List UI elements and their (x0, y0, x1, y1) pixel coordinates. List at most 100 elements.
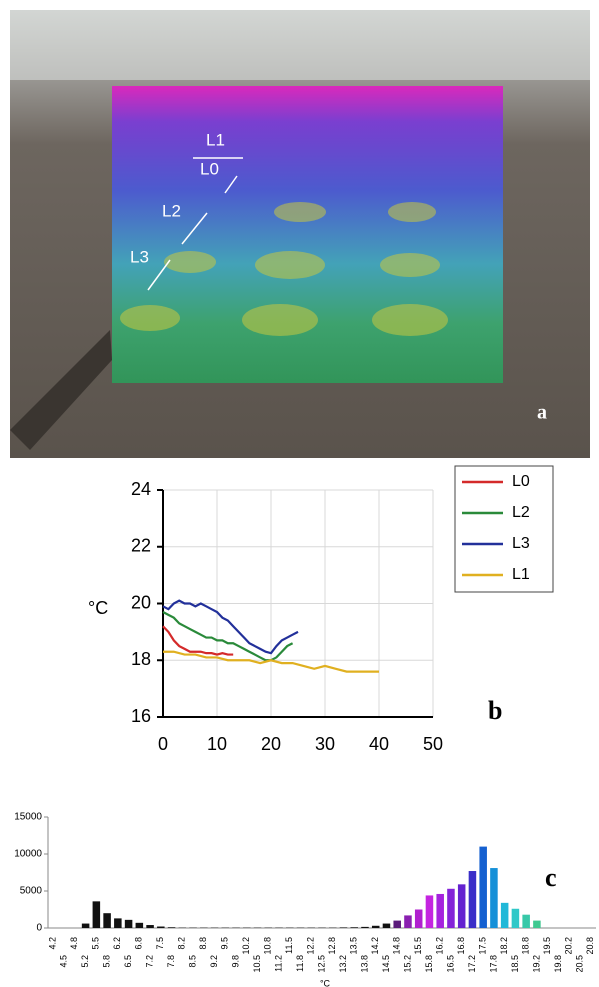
y-tick-label: 20 (131, 592, 151, 612)
x-tick-label: 40 (369, 734, 389, 754)
x-tick-label: 15.5 (413, 937, 423, 955)
x-tick-label: 13.8 (359, 955, 369, 973)
y-axis-label: °C (88, 598, 108, 618)
profile-label: L3 (130, 247, 149, 266)
bar (447, 888, 455, 928)
x-tick-label: 9.2 (209, 955, 219, 968)
x-tick-label: 10.2 (241, 937, 251, 955)
x-tick-label: 15.8 (424, 955, 434, 973)
bar (361, 926, 369, 928)
panel-label: b (488, 696, 502, 725)
bar (92, 901, 101, 928)
x-tick-label: 20 (261, 734, 281, 754)
y-tick-label: 24 (131, 479, 151, 499)
x-tick-label: 14.8 (392, 937, 402, 955)
x-tick-label: 30 (315, 734, 335, 754)
y-tick-label: 10000 (14, 849, 42, 860)
y-tick-label: 0 (36, 923, 42, 934)
x-tick-label: 20.5 (574, 955, 584, 973)
x-tick-label: 10 (207, 734, 227, 754)
x-tick-label: 19.2 (531, 955, 541, 973)
x-tick-label: 19.8 (553, 955, 563, 973)
x-tick-label: 17.2 (467, 955, 477, 973)
panel-label: a (537, 402, 547, 424)
x-tick-label: 12.8 (327, 937, 337, 955)
x-tick-label: 6.5 (123, 955, 133, 968)
x-tick-label: 20.2 (564, 937, 574, 955)
legend-label: L1 (512, 566, 530, 583)
x-tick-label: 16.2 (435, 937, 445, 955)
x-tick-label: 7.8 (166, 955, 176, 968)
bar (81, 923, 90, 928)
legend-label: L0 (512, 473, 530, 490)
x-tick-label: 9.5 (220, 937, 230, 950)
bar (350, 927, 358, 928)
legend-box (454, 465, 554, 593)
profile-label: L0 (200, 159, 219, 178)
x-tick-label: 11.5 (284, 937, 294, 954)
x-tick-label: 19.5 (542, 937, 552, 955)
bar (468, 871, 477, 928)
profile-label: L2 (162, 201, 181, 220)
x-tick-label: 16.5 (445, 955, 455, 973)
x-tick-label: 18.5 (510, 955, 520, 973)
x-tick-label: 12.5 (316, 955, 326, 973)
thermal-spots (120, 202, 448, 336)
x-tick-label: 5.2 (80, 955, 90, 968)
bar (382, 923, 391, 928)
x-axis-label: °C (320, 978, 331, 987)
line-series (163, 650, 379, 673)
x-tick-label: 14.5 (381, 955, 391, 973)
x-tick-label: 17.5 (478, 937, 488, 955)
bar (393, 920, 401, 928)
y-tick-label: 16 (131, 706, 151, 726)
profile-label: L1 (206, 130, 225, 149)
bar (371, 925, 380, 928)
bar (103, 913, 111, 928)
bar (339, 927, 348, 928)
panel-label: c (545, 863, 557, 892)
photo-pipe (10, 330, 112, 450)
photo-sky (10, 10, 590, 80)
bar (500, 902, 509, 928)
x-tick-label: 11.8 (295, 955, 305, 972)
thermal-overlay (112, 86, 503, 383)
x-tick-label: 4.5 (58, 955, 68, 968)
y-tick-label: 15000 (14, 812, 42, 823)
bar (522, 914, 530, 928)
bar (146, 925, 154, 928)
bar (404, 915, 412, 928)
x-tick-label: 6.2 (112, 937, 122, 950)
x-tick-label: 6.8 (134, 937, 144, 950)
legend-label: L2 (512, 504, 530, 521)
x-tick-label: 16.8 (456, 937, 466, 955)
x-tick-label: 18.8 (521, 937, 531, 955)
x-tick-label: 7.5 (155, 937, 165, 950)
line-series (162, 625, 234, 656)
bar (414, 909, 423, 928)
y-tick-label: 18 (131, 649, 151, 669)
bar (490, 868, 498, 928)
x-tick-label: 13.2 (338, 955, 348, 973)
profile-lines (147, 157, 243, 291)
x-tick-label: 17.8 (488, 955, 498, 973)
bar (114, 918, 122, 928)
x-tick-label: 5.5 (91, 937, 101, 950)
x-tick-label: 10.5 (252, 955, 262, 973)
y-tick-label: 5000 (20, 886, 43, 897)
x-tick-label: 15.2 (402, 955, 412, 973)
bar (511, 908, 520, 928)
bar (436, 893, 444, 928)
bar (479, 846, 487, 928)
x-tick-label: 8.5 (187, 955, 197, 968)
x-tick-label: 8.2 (177, 937, 187, 950)
x-tick-label: 50 (423, 734, 443, 754)
bar (533, 920, 541, 928)
x-tick-label: 11.2 (273, 955, 283, 972)
x-tick-label: 20.8 (585, 937, 595, 955)
y-tick-label: 22 (131, 536, 151, 556)
x-tick-label: 13.5 (349, 937, 359, 955)
bar (124, 919, 133, 928)
